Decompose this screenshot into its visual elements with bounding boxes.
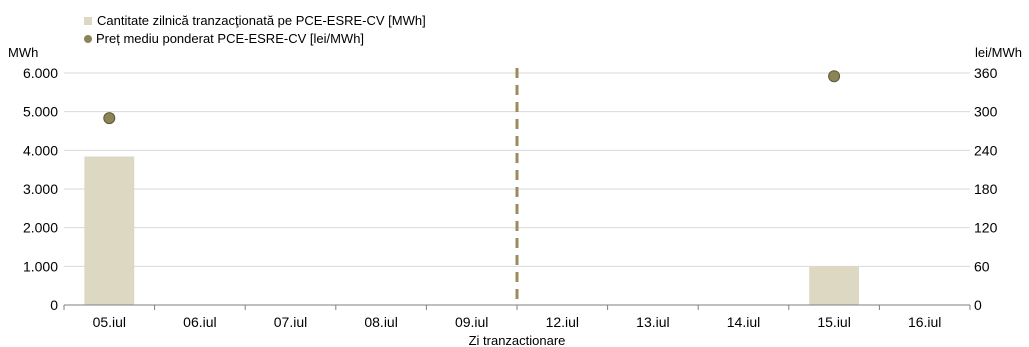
legend-label-quantity: Cantitate zilnică tranzacţionată pe PCE-… xyxy=(97,13,426,28)
y-left-tick-label: 2.000 xyxy=(23,220,58,236)
y-left-tick-label: 4.000 xyxy=(23,142,58,158)
bar-05.iul xyxy=(84,156,135,305)
x-tick-label: 09.iul xyxy=(455,314,488,330)
legend-item-quantity: Cantitate zilnică tranzacţionată pe PCE-… xyxy=(84,12,426,30)
price-marker-05.iul xyxy=(103,112,116,125)
y-right-tick-label: 240 xyxy=(974,142,998,158)
x-tick-label: 15.iul xyxy=(817,314,850,330)
legend-bar-swatch xyxy=(84,17,92,25)
x-tick-label: 14.iul xyxy=(727,314,760,330)
y-right-tick-label: 300 xyxy=(974,104,998,120)
x-tick-label: 06.iul xyxy=(183,314,216,330)
y-right-tick-label: 180 xyxy=(974,181,998,197)
x-tick-label: 05.iul xyxy=(93,314,126,330)
y-left-tick-label: 3.000 xyxy=(23,181,58,197)
y-right-axis-label: lei/MWh xyxy=(975,45,1022,60)
x-tick-label: 16.iul xyxy=(908,314,941,330)
legend-label-price: Preț mediu ponderat PCE-ESRE-CV [lei/MWh… xyxy=(96,31,365,46)
y-right-tick-label: 120 xyxy=(974,220,998,236)
legend: Cantitate zilnică tranzacţionată pe PCE-… xyxy=(84,12,426,48)
bar-15.iul xyxy=(809,266,860,305)
y-left-tick-label: 6.000 xyxy=(23,65,58,81)
x-tick-label: 07.iul xyxy=(274,314,307,330)
y-left-axis-label: MWh xyxy=(8,45,38,60)
x-tick-label: 08.iul xyxy=(364,314,397,330)
legend-dot-swatch xyxy=(84,35,92,43)
y-right-tick-label: 0 xyxy=(974,297,982,313)
y-left-tick-label: 5.000 xyxy=(23,104,58,120)
y-left-tick-label: 1.000 xyxy=(23,258,58,274)
x-axis-title: Zi tranzactionare xyxy=(469,333,566,347)
legend-item-price: Preț mediu ponderat PCE-ESRE-CV [lei/MWh… xyxy=(84,30,426,48)
y-right-tick-label: 360 xyxy=(974,65,998,81)
price-marker-15.iul xyxy=(828,70,841,83)
x-tick-label: 12.iul xyxy=(546,314,579,330)
y-left-tick-label: 0 xyxy=(50,297,58,313)
x-tick-label: 13.iul xyxy=(636,314,669,330)
y-right-tick-label: 60 xyxy=(974,258,990,274)
